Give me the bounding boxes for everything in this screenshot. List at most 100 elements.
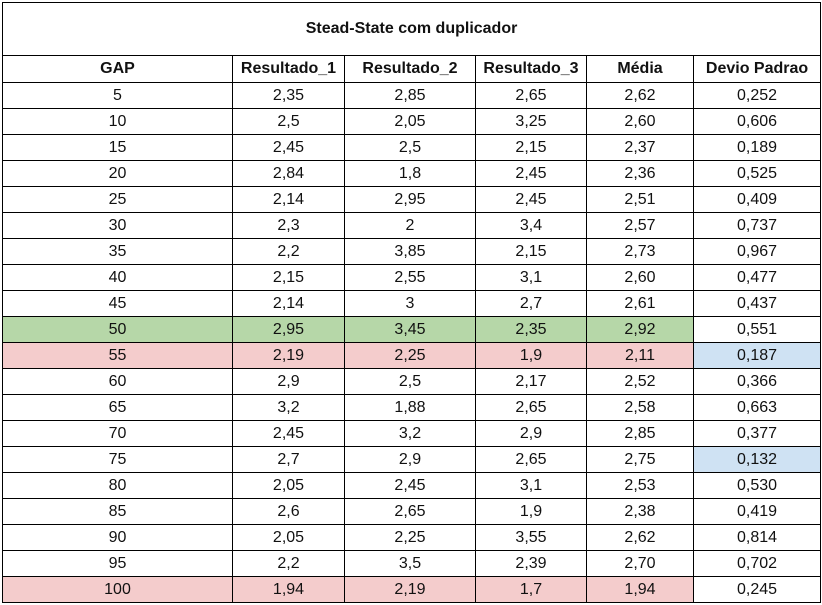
cell-resultado-3[interactable]: 1,9 [475, 498, 587, 525]
cell-media[interactable]: 2,37 [586, 134, 694, 161]
cell-gap[interactable]: 90 [2, 524, 233, 551]
cell-devio-padrao[interactable]: 0,737 [692, 212, 822, 239]
cell-media[interactable]: 2,70 [586, 550, 694, 577]
cell-devio-padrao[interactable]: 0,419 [692, 498, 822, 525]
cell-resultado-2[interactable]: 2,5 [344, 368, 476, 395]
cell-resultado-2[interactable]: 2,65 [344, 498, 476, 525]
cell-resultado-3[interactable]: 3,1 [475, 264, 587, 291]
cell-devio-padrao[interactable]: 0,245 [692, 576, 822, 603]
header-resultado-2[interactable]: Resultado_2 [344, 55, 476, 83]
header-gap[interactable]: GAP [2, 55, 233, 83]
cell-resultado-2[interactable]: 2,55 [344, 264, 476, 291]
cell-resultado-1[interactable]: 1,94 [232, 576, 345, 603]
cell-resultado-1[interactable]: 2,5 [232, 108, 345, 135]
header-resultado-1[interactable]: Resultado_1 [232, 55, 345, 83]
cell-resultado-2[interactable]: 3 [344, 290, 476, 317]
cell-media[interactable]: 2,57 [586, 212, 694, 239]
cell-resultado-1[interactable]: 2,7 [232, 446, 345, 473]
cell-devio-padrao[interactable]: 0,967 [692, 238, 822, 265]
cell-resultado-3[interactable]: 2,45 [475, 160, 587, 187]
cell-media[interactable]: 2,92 [586, 316, 694, 343]
header-media[interactable]: Média [586, 55, 694, 83]
cell-gap[interactable]: 100 [2, 576, 233, 603]
cell-gap[interactable]: 30 [2, 212, 233, 239]
cell-devio-padrao[interactable]: 0,551 [692, 316, 822, 343]
cell-resultado-2[interactable]: 2,9 [344, 446, 476, 473]
cell-media[interactable]: 2,85 [586, 420, 694, 447]
cell-resultado-2[interactable]: 2 [344, 212, 476, 239]
cell-devio-padrao[interactable]: 0,187 [692, 342, 822, 369]
cell-resultado-2[interactable]: 2,19 [344, 576, 476, 603]
cell-devio-padrao[interactable]: 0,702 [692, 550, 822, 577]
cell-devio-padrao[interactable]: 0,814 [692, 524, 822, 551]
cell-resultado-1[interactable]: 3,2 [232, 394, 345, 421]
cell-devio-padrao[interactable]: 0,606 [692, 108, 822, 135]
cell-resultado-2[interactable]: 1,88 [344, 394, 476, 421]
cell-gap[interactable]: 65 [2, 394, 233, 421]
cell-media[interactable]: 2,73 [586, 238, 694, 265]
cell-resultado-3[interactable]: 2,65 [475, 394, 587, 421]
cell-devio-padrao[interactable]: 0,663 [692, 394, 822, 421]
cell-resultado-2[interactable]: 2,05 [344, 108, 476, 135]
cell-gap[interactable]: 5 [2, 82, 233, 109]
cell-gap[interactable]: 40 [2, 264, 233, 291]
cell-gap[interactable]: 35 [2, 238, 233, 265]
cell-devio-padrao[interactable]: 0,525 [692, 160, 822, 187]
cell-resultado-3[interactable]: 2,9 [475, 420, 587, 447]
cell-resultado-1[interactable]: 2,95 [232, 316, 345, 343]
cell-resultado-2[interactable]: 1,8 [344, 160, 476, 187]
cell-resultado-1[interactable]: 2,14 [232, 290, 345, 317]
cell-resultado-1[interactable]: 2,14 [232, 186, 345, 213]
cell-resultado-2[interactable]: 2,95 [344, 186, 476, 213]
cell-resultado-3[interactable]: 3,1 [475, 472, 587, 499]
cell-resultado-1[interactable]: 2,6 [232, 498, 345, 525]
cell-resultado-1[interactable]: 2,35 [232, 82, 345, 109]
cell-media[interactable]: 2,62 [586, 524, 694, 551]
cell-resultado-3[interactable]: 3,25 [475, 108, 587, 135]
cell-gap[interactable]: 60 [2, 368, 233, 395]
cell-resultado-3[interactable]: 2,17 [475, 368, 587, 395]
cell-media[interactable]: 2,58 [586, 394, 694, 421]
cell-devio-padrao[interactable]: 0,252 [692, 82, 822, 109]
cell-resultado-1[interactable]: 2,9 [232, 368, 345, 395]
cell-gap[interactable]: 85 [2, 498, 233, 525]
cell-devio-padrao[interactable]: 0,377 [692, 420, 822, 447]
cell-resultado-3[interactable]: 2,35 [475, 316, 587, 343]
cell-resultado-3[interactable]: 3,55 [475, 524, 587, 551]
cell-gap[interactable]: 95 [2, 550, 233, 577]
cell-gap[interactable]: 70 [2, 420, 233, 447]
cell-devio-padrao[interactable]: 0,189 [692, 134, 822, 161]
cell-resultado-2[interactable]: 2,25 [344, 524, 476, 551]
cell-gap[interactable]: 20 [2, 160, 233, 187]
cell-gap[interactable]: 45 [2, 290, 233, 317]
cell-resultado-2[interactable]: 3,2 [344, 420, 476, 447]
cell-resultado-1[interactable]: 2,84 [232, 160, 345, 187]
cell-resultado-1[interactable]: 2,05 [232, 472, 345, 499]
cell-resultado-3[interactable]: 2,39 [475, 550, 587, 577]
cell-devio-padrao[interactable]: 0,437 [692, 290, 822, 317]
cell-resultado-1[interactable]: 2,19 [232, 342, 345, 369]
cell-devio-padrao[interactable]: 0,132 [692, 446, 822, 473]
cell-resultado-3[interactable]: 2,65 [475, 446, 587, 473]
cell-gap[interactable]: 15 [2, 134, 233, 161]
cell-resultado-1[interactable]: 2,45 [232, 420, 345, 447]
header-devio-padrao[interactable]: Devio Padrao [692, 55, 822, 83]
header-resultado-3[interactable]: Resultado_3 [475, 55, 587, 83]
cell-resultado-3[interactable]: 1,9 [475, 342, 587, 369]
cell-gap[interactable]: 50 [2, 316, 233, 343]
cell-resultado-1[interactable]: 2,05 [232, 524, 345, 551]
cell-devio-padrao[interactable]: 0,366 [692, 368, 822, 395]
cell-resultado-1[interactable]: 2,15 [232, 264, 345, 291]
cell-gap[interactable]: 80 [2, 472, 233, 499]
cell-resultado-2[interactable]: 3,5 [344, 550, 476, 577]
cell-gap[interactable]: 25 [2, 186, 233, 213]
cell-media[interactable]: 2,60 [586, 108, 694, 135]
cell-devio-padrao[interactable]: 0,477 [692, 264, 822, 291]
cell-resultado-1[interactable]: 2,2 [232, 550, 345, 577]
cell-devio-padrao[interactable]: 0,530 [692, 472, 822, 499]
cell-resultado-3[interactable]: 3,4 [475, 212, 587, 239]
cell-resultado-1[interactable]: 2,45 [232, 134, 345, 161]
cell-devio-padrao[interactable]: 0,409 [692, 186, 822, 213]
cell-resultado-2[interactable]: 2,25 [344, 342, 476, 369]
cell-resultado-3[interactable]: 2,15 [475, 134, 587, 161]
